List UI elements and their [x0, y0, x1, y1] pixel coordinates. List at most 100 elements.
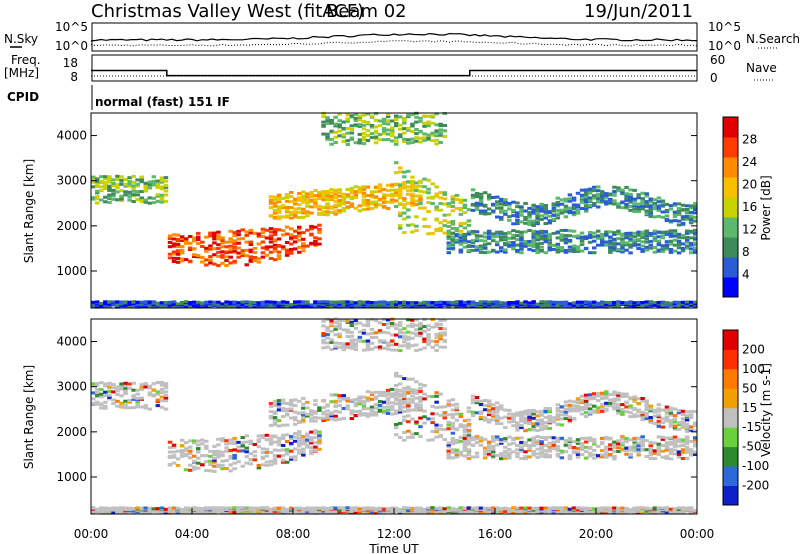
heatmap-cell [511, 414, 516, 418]
heatmap-cell [313, 242, 318, 246]
heatmap-cell [470, 414, 476, 418]
heatmap-cell [442, 507, 447, 511]
heatmap-cell [604, 194, 609, 197]
heatmap-cell [458, 412, 464, 416]
heatmap-cell [410, 183, 415, 187]
heatmap-cell [394, 398, 399, 402]
heatmap-cell [462, 211, 468, 214]
heatmap-cell [305, 228, 310, 232]
heatmap-cell [426, 232, 431, 236]
heatmap-cell [394, 188, 399, 192]
heatmap-cell [390, 339, 395, 343]
heatmap-cell [446, 402, 451, 406]
heatmap-cell [103, 200, 108, 204]
heatmap-cell [353, 322, 359, 326]
heatmap-cell [462, 445, 468, 449]
heatmap-cell [563, 439, 569, 443]
heatmap-cell [373, 300, 379, 304]
heatmap-cell [345, 127, 350, 130]
heatmap-cell [632, 207, 637, 211]
heatmap-cell [466, 230, 472, 234]
heatmap-cell [575, 409, 581, 413]
heatmap-cell [434, 138, 439, 142]
heatmap-cell [123, 178, 128, 181]
heatmap-cell [313, 194, 318, 198]
heatmap-cell [656, 243, 662, 247]
heatmap-cell [672, 300, 678, 304]
heatmap-cell [539, 237, 544, 241]
heatmap-cell [385, 138, 391, 141]
heatmap-cell [361, 300, 367, 304]
heatmap-cell [515, 448, 520, 452]
heatmap-cell [507, 416, 512, 420]
heatmap-cell [406, 429, 411, 433]
heatmap-cell [507, 507, 512, 511]
heatmap-cell [644, 192, 649, 196]
heatmap-cell [567, 415, 573, 419]
heatmap-cell [592, 404, 597, 408]
heatmap-cell [600, 237, 605, 241]
heatmap-cell [188, 463, 193, 467]
heatmap-cell [99, 506, 104, 510]
heatmap-cell [664, 209, 670, 212]
heatmap-cell [636, 300, 641, 304]
heatmap-cell [276, 217, 282, 221]
heatmap-cell [398, 135, 403, 139]
heatmap-cell [301, 200, 306, 204]
heatmap-cell [535, 442, 540, 446]
heatmap-cell [341, 394, 346, 398]
heatmap-cell [466, 223, 472, 227]
heatmap-cell [204, 439, 209, 443]
heatmap-cell [345, 399, 350, 403]
heatmap-cell [224, 467, 229, 470]
heatmap-cell [252, 506, 258, 510]
heatmap-cell [640, 240, 645, 244]
heatmap-cell [167, 506, 173, 510]
heatmap-cell [478, 199, 484, 203]
heatmap-cell [280, 204, 286, 208]
heatmap-cell [402, 510, 407, 514]
heatmap-cell [248, 231, 254, 235]
heatmap-cell [309, 211, 314, 215]
heatmap-cell [244, 450, 249, 454]
heatmap-cell [466, 439, 472, 443]
y-tick-label: 2000 [56, 219, 87, 233]
heatmap-cell [224, 250, 229, 254]
heatmap-cell [592, 438, 597, 442]
heatmap-cell [325, 191, 330, 195]
heatmap-cell [381, 119, 387, 123]
heatmap-cell [159, 301, 165, 305]
heatmap-cell [430, 195, 435, 199]
heatmap-cell [543, 240, 548, 244]
heatmap-cell [644, 245, 649, 249]
heatmap-cell [212, 456, 217, 460]
heatmap-cell [107, 385, 112, 389]
heatmap-cell [252, 251, 258, 254]
heatmap-cell [446, 455, 451, 458]
heatmap-cell [466, 410, 472, 414]
heatmap-cell [325, 506, 330, 510]
heatmap-cell [402, 175, 407, 179]
heatmap-cell [264, 302, 270, 306]
heatmap-cell [321, 319, 326, 323]
heatmap-cell [414, 189, 419, 192]
heatmap-cell [406, 330, 411, 334]
heatmap-cell [563, 413, 569, 417]
heatmap-cell [111, 178, 116, 182]
heatmap-cell [280, 196, 286, 200]
heatmap-cell [426, 178, 431, 182]
heatmap-cell [232, 231, 237, 235]
heatmap-cell [276, 402, 282, 406]
heatmap-cell [559, 208, 565, 212]
heatmap-cell [583, 456, 589, 460]
heatmap-cell [317, 406, 322, 410]
heatmap-cell [482, 437, 488, 441]
heatmap-cell [365, 302, 371, 306]
heatmap-cell [240, 510, 245, 514]
heatmap-cell [478, 415, 484, 419]
heatmap-cell [200, 442, 205, 446]
heatmap-cell [612, 241, 617, 245]
heatmap-cell [103, 184, 108, 188]
heatmap-cell [454, 441, 460, 444]
heatmap-cell [466, 442, 472, 446]
